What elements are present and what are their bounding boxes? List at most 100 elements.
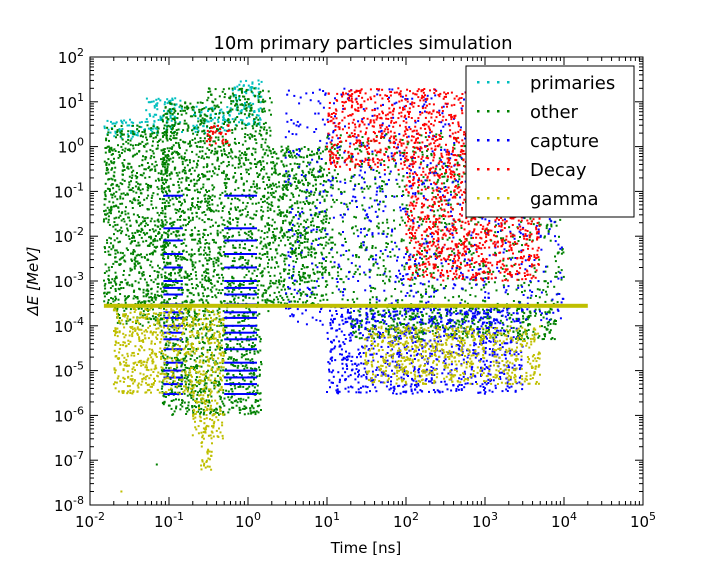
primaries-point xyxy=(107,128,110,131)
other-point xyxy=(424,288,427,291)
other-point xyxy=(186,258,189,261)
other-point xyxy=(417,192,420,195)
other-point xyxy=(173,356,176,359)
other-point xyxy=(545,227,548,230)
other-point xyxy=(231,295,234,298)
other-point xyxy=(307,226,310,229)
other-point xyxy=(191,218,194,221)
other-point xyxy=(258,335,261,338)
other-point xyxy=(358,273,361,276)
other-point xyxy=(218,197,221,200)
other-point xyxy=(231,291,234,293)
other-point xyxy=(251,272,254,275)
other-point xyxy=(141,216,144,219)
other-point xyxy=(110,160,113,163)
other-point xyxy=(188,408,191,411)
other-point xyxy=(222,160,225,163)
other-point xyxy=(302,271,305,274)
other-point xyxy=(311,217,314,220)
other-point xyxy=(161,202,164,204)
other-point xyxy=(208,256,211,259)
other-point xyxy=(244,107,247,110)
other-point xyxy=(240,173,242,175)
other-point xyxy=(178,268,181,271)
other-point xyxy=(185,318,188,321)
other-point xyxy=(171,197,174,200)
other-point xyxy=(417,268,420,271)
other-point xyxy=(251,405,254,408)
other-point xyxy=(297,247,300,249)
other-point xyxy=(173,313,176,315)
other-point xyxy=(172,223,175,226)
other-point xyxy=(299,236,302,239)
other-point xyxy=(261,201,264,203)
other-point xyxy=(286,149,288,152)
other-point xyxy=(194,206,197,209)
other-point xyxy=(302,156,305,159)
other-point xyxy=(167,109,170,112)
other-point xyxy=(129,143,132,146)
other-point xyxy=(245,101,248,104)
other-point xyxy=(177,180,180,183)
other-point xyxy=(212,260,215,263)
other-point xyxy=(309,208,312,211)
other-point xyxy=(265,172,268,175)
other-point xyxy=(282,154,285,157)
other-point xyxy=(259,236,262,239)
other-point xyxy=(435,253,438,256)
other-point xyxy=(124,301,127,304)
other-point xyxy=(108,147,111,150)
other-point xyxy=(258,93,261,95)
other-point xyxy=(266,197,269,200)
other-point xyxy=(505,264,508,267)
other-point xyxy=(267,186,270,189)
other-point xyxy=(463,172,466,175)
other-point xyxy=(240,87,242,90)
other-point xyxy=(256,389,259,392)
other-point xyxy=(393,219,395,222)
other-point xyxy=(316,198,319,201)
other-point xyxy=(166,169,169,172)
primaries-point xyxy=(195,124,198,127)
other-point xyxy=(180,189,183,192)
primaries-point xyxy=(174,97,177,100)
other-point xyxy=(245,364,248,367)
other-point xyxy=(104,190,107,192)
other-point xyxy=(225,309,228,312)
other-point xyxy=(253,289,256,292)
other-point xyxy=(202,390,205,393)
other-point xyxy=(210,175,213,178)
other-point xyxy=(227,112,230,115)
other-point xyxy=(300,254,303,257)
other-point xyxy=(453,144,456,146)
other-point xyxy=(145,295,148,298)
other-point xyxy=(196,188,199,191)
other-point xyxy=(176,359,179,362)
other-point xyxy=(275,296,278,299)
other-point xyxy=(273,291,276,294)
other-point xyxy=(241,267,244,270)
other-point xyxy=(182,322,185,325)
other-point xyxy=(166,139,169,142)
other-point xyxy=(382,259,385,262)
other-point xyxy=(183,392,186,395)
other-point xyxy=(158,295,161,297)
other-point xyxy=(298,163,301,166)
other-point xyxy=(173,124,176,126)
primaries-point xyxy=(151,130,154,133)
other-point xyxy=(161,234,164,237)
other-point xyxy=(162,356,165,359)
other-point xyxy=(151,150,154,153)
other-point xyxy=(184,283,187,286)
other-point xyxy=(269,209,272,211)
other-point xyxy=(217,292,220,294)
other-point xyxy=(296,163,299,165)
primaries-point xyxy=(125,121,128,124)
other-point xyxy=(146,258,149,261)
other-point xyxy=(205,387,208,389)
other-point xyxy=(105,270,108,273)
other-point xyxy=(520,284,523,287)
other-point xyxy=(325,194,328,197)
other-point xyxy=(381,188,384,190)
other-point xyxy=(173,137,176,140)
